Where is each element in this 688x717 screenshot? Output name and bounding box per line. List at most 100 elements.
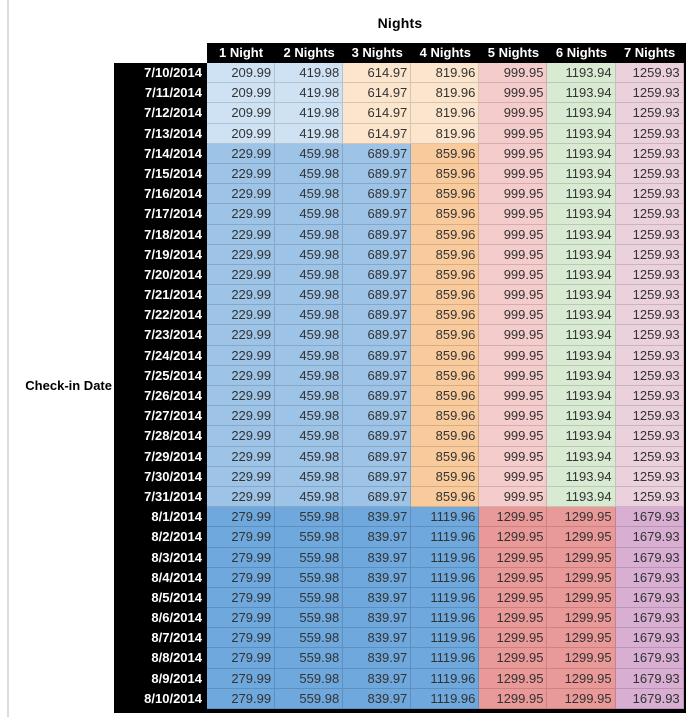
price-cell[interactable]: 859.96 <box>411 285 480 306</box>
price-cell[interactable]: 1193.94 <box>547 163 616 185</box>
price-cell[interactable]: 459.98 <box>275 345 344 366</box>
col-header-5[interactable]: 5 Nights <box>479 43 548 63</box>
price-cell[interactable]: 689.97 <box>343 204 412 225</box>
price-cell[interactable]: 999.95 <box>479 486 548 508</box>
row-header-date[interactable]: 7/30/2014 <box>114 466 207 487</box>
price-cell[interactable]: 1299.95 <box>547 628 616 649</box>
price-cell[interactable]: 1299.95 <box>547 547 616 568</box>
price-cell[interactable]: 1193.94 <box>547 386 616 407</box>
price-cell[interactable]: 689.97 <box>343 224 412 245</box>
price-cell[interactable]: 1299.95 <box>479 688 548 709</box>
row-header-date[interactable]: 7/18/2014 <box>114 224 207 245</box>
price-cell[interactable]: 1679.93 <box>615 628 684 649</box>
row-header-date[interactable]: 7/11/2014 <box>114 83 207 104</box>
price-cell[interactable]: 559.98 <box>275 688 344 709</box>
price-cell[interactable]: 1679.93 <box>615 507 684 528</box>
price-cell[interactable]: 1193.94 <box>547 486 616 508</box>
price-cell[interactable]: 1259.93 <box>615 244 684 265</box>
price-cell[interactable]: 229.99 <box>207 224 276 245</box>
price-cell[interactable]: 819.96 <box>411 103 480 124</box>
price-cell[interactable]: 689.97 <box>343 345 412 366</box>
price-cell[interactable]: 859.96 <box>411 184 480 205</box>
price-cell[interactable]: 839.97 <box>343 668 412 689</box>
price-cell[interactable]: 1299.95 <box>479 628 548 649</box>
price-cell[interactable]: 999.95 <box>479 305 548 326</box>
row-header-date[interactable]: 8/8/2014 <box>114 648 207 669</box>
price-cell[interactable]: 859.96 <box>411 466 480 487</box>
price-cell[interactable]: 1259.93 <box>615 365 684 386</box>
price-cell[interactable]: 419.98 <box>275 63 344 84</box>
col-header-4[interactable]: 4 Nights <box>411 43 480 63</box>
row-header-date[interactable]: 7/14/2014 <box>114 143 207 164</box>
price-cell[interactable]: 229.99 <box>207 285 276 306</box>
price-cell[interactable]: 279.99 <box>207 688 276 709</box>
price-cell[interactable]: 1193.94 <box>547 305 616 326</box>
row-header-date[interactable]: 7/24/2014 <box>114 345 207 366</box>
price-cell[interactable]: 1119.96 <box>411 547 480 568</box>
price-cell[interactable]: 1679.93 <box>615 648 684 669</box>
price-cell[interactable]: 999.95 <box>479 143 548 164</box>
price-cell[interactable]: 1193.94 <box>547 184 616 205</box>
price-cell[interactable]: 859.96 <box>411 244 480 265</box>
price-cell[interactable]: 1299.95 <box>479 668 548 689</box>
row-header-date[interactable]: 7/25/2014 <box>114 365 207 386</box>
price-cell[interactable]: 1119.96 <box>411 567 480 588</box>
price-cell[interactable]: 1679.93 <box>615 688 684 709</box>
price-cell[interactable]: 1299.95 <box>547 668 616 689</box>
price-cell[interactable]: 229.99 <box>207 486 276 508</box>
price-cell[interactable]: 459.98 <box>275 163 344 185</box>
price-cell[interactable]: 459.98 <box>275 466 344 487</box>
row-header-date[interactable]: 7/28/2014 <box>114 426 207 447</box>
price-cell[interactable]: 689.97 <box>343 285 412 306</box>
price-cell[interactable]: 1259.93 <box>615 406 684 427</box>
price-cell[interactable]: 1193.94 <box>547 426 616 447</box>
price-cell[interactable]: 859.96 <box>411 163 480 185</box>
price-cell[interactable]: 459.98 <box>275 446 344 467</box>
price-cell[interactable]: 459.98 <box>275 184 344 205</box>
price-cell[interactable]: 229.99 <box>207 406 276 427</box>
price-cell[interactable]: 1259.93 <box>615 143 684 164</box>
price-cell[interactable]: 614.97 <box>343 63 412 84</box>
price-cell[interactable]: 1193.94 <box>547 345 616 366</box>
price-cell[interactable]: 229.99 <box>207 325 276 346</box>
price-cell[interactable]: 1679.93 <box>615 587 684 609</box>
price-cell[interactable]: 1259.93 <box>615 466 684 487</box>
price-cell[interactable]: 1259.93 <box>615 305 684 326</box>
price-cell[interactable]: 459.98 <box>275 426 344 447</box>
row-header-date[interactable]: 8/7/2014 <box>114 628 207 649</box>
price-cell[interactable]: 689.97 <box>343 264 412 286</box>
price-cell[interactable]: 689.97 <box>343 163 412 185</box>
price-cell[interactable]: 859.96 <box>411 325 480 346</box>
price-cell[interactable]: 229.99 <box>207 426 276 447</box>
price-cell[interactable]: 419.98 <box>275 83 344 104</box>
price-cell[interactable]: 559.98 <box>275 608 344 629</box>
col-header-3[interactable]: 3 Nights <box>343 43 412 63</box>
price-cell[interactable]: 1119.96 <box>411 527 480 548</box>
price-cell[interactable]: 1299.95 <box>479 648 548 669</box>
price-cell[interactable]: 1299.95 <box>547 648 616 669</box>
price-cell[interactable]: 1679.93 <box>615 668 684 689</box>
price-cell[interactable]: 689.97 <box>343 386 412 407</box>
price-cell[interactable]: 1259.93 <box>615 63 684 84</box>
price-cell[interactable]: 1299.95 <box>479 567 548 588</box>
price-cell[interactable]: 229.99 <box>207 345 276 366</box>
price-cell[interactable]: 279.99 <box>207 628 276 649</box>
price-cell[interactable]: 459.98 <box>275 406 344 427</box>
price-cell[interactable]: 859.96 <box>411 426 480 447</box>
price-cell[interactable]: 859.96 <box>411 365 480 386</box>
price-cell[interactable]: 459.98 <box>275 143 344 164</box>
row-header-date[interactable]: 7/29/2014 <box>114 446 207 467</box>
price-cell[interactable]: 1259.93 <box>615 325 684 346</box>
price-cell[interactable]: 459.98 <box>275 365 344 386</box>
row-header-date[interactable]: 7/10/2014 <box>114 63 207 84</box>
price-cell[interactable]: 279.99 <box>207 668 276 689</box>
price-cell[interactable]: 209.99 <box>207 123 276 144</box>
price-cell[interactable]: 1259.93 <box>615 446 684 467</box>
price-cell[interactable]: 279.99 <box>207 587 276 609</box>
row-header-date[interactable]: 8/2/2014 <box>114 527 207 548</box>
price-cell[interactable]: 1119.96 <box>411 587 480 609</box>
price-cell[interactable]: 999.95 <box>479 244 548 265</box>
price-cell[interactable]: 1259.93 <box>615 386 684 407</box>
price-cell[interactable]: 999.95 <box>479 285 548 306</box>
price-cell[interactable]: 614.97 <box>343 103 412 124</box>
